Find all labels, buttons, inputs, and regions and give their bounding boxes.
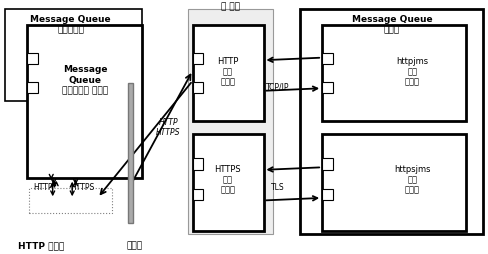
Bar	[193, 189, 203, 201]
Bar	[27, 53, 38, 65]
Bar	[322, 83, 333, 94]
Bar	[322, 189, 333, 201]
Text: TLS: TLS	[271, 182, 285, 191]
Text: HTTP: HTTP	[33, 182, 53, 191]
Bar	[193, 25, 264, 122]
Bar	[193, 135, 264, 231]
Text: HTTP
터널
서블릿: HTTP 터널 서블릿	[217, 56, 239, 86]
Text: Message
Queue
클라이언트 런타임: Message Queue 클라이언트 런타임	[62, 65, 108, 95]
Text: TCP/IP: TCP/IP	[266, 82, 290, 91]
Bar	[322, 159, 333, 170]
Text: HTTP
HTTPS: HTTP HTTPS	[156, 117, 181, 137]
Bar	[193, 53, 203, 65]
Bar	[27, 83, 38, 94]
Bar	[322, 135, 466, 231]
Text: 방화벽: 방화벽	[126, 241, 142, 250]
Text: HTTPS: HTTPS	[70, 182, 94, 191]
Text: httpsjms
연결
서비스: httpsjms 연결 서비스	[394, 164, 430, 194]
Text: Message Queue
브로커: Message Queue 브로커	[351, 14, 432, 34]
Bar	[29, 188, 112, 213]
Bar	[322, 53, 333, 65]
Bar	[193, 83, 203, 94]
Bar	[322, 25, 466, 122]
Text: 웹 서버: 웹 서버	[222, 2, 240, 11]
Text: Message Queue
클라이언트: Message Queue 클라이언트	[30, 14, 111, 34]
Text: httpjms
연결
서비스: httpjms 연결 서비스	[396, 56, 428, 86]
Bar	[193, 159, 203, 170]
Bar	[27, 25, 142, 178]
Text: HTTP 프록시: HTTP 프록시	[19, 241, 64, 250]
Bar	[188, 10, 273, 234]
Bar	[128, 84, 133, 224]
Bar	[300, 10, 483, 234]
Text: HTTPS
터널
서블릿: HTTPS 터널 서블릿	[215, 164, 241, 194]
Bar	[5, 10, 142, 102]
